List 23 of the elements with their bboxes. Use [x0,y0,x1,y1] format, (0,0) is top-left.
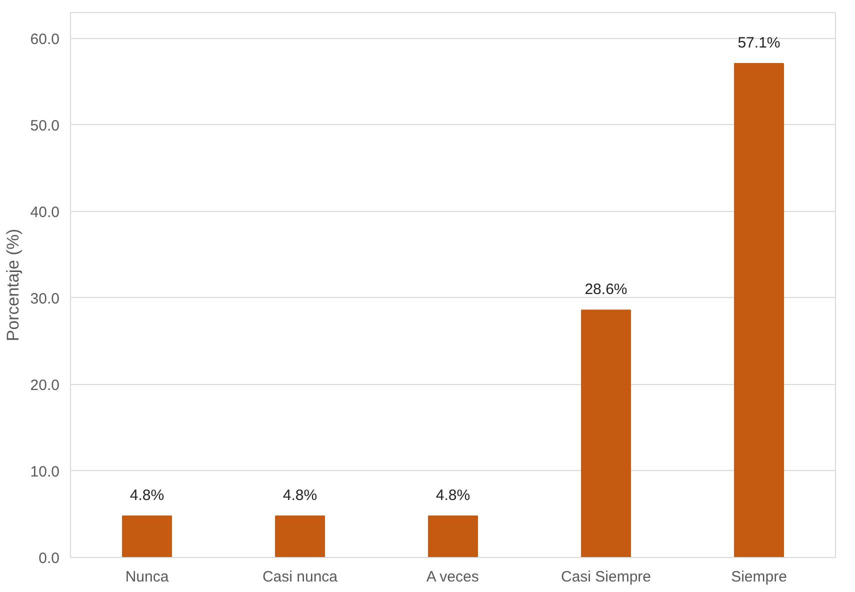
x-tick-label: Siempre [731,568,787,586]
data-label: 4.8% [436,486,470,504]
y-tick-label: 10.0 [30,463,60,480]
data-label: 4.8% [282,486,318,504]
y-tick-label: 50.0 [30,117,60,134]
x-tick-label: Nunca [125,568,170,586]
x-tick-label: A veces [426,568,479,586]
bar [275,515,325,558]
x-tick-label: Casi nunca [262,568,338,586]
y-tick-label: 60.0 [30,30,60,48]
bar [122,515,172,558]
data-label: 28.6% [584,281,628,298]
bar [581,310,631,558]
data-label: 4.8% [130,486,164,504]
bar [734,63,784,558]
y-tick-label: 20.0 [30,376,60,394]
bar [428,515,478,558]
y-axis-title: Porcentaje (%) [3,228,22,342]
x-tick-label: Casi Siempre [560,568,652,586]
y-tick-label: 30.0 [30,290,60,308]
data-label: 57.1% [738,34,780,52]
y-tick-label: 0.0 [38,550,60,567]
y-tick-label: 40.0 [30,204,60,221]
